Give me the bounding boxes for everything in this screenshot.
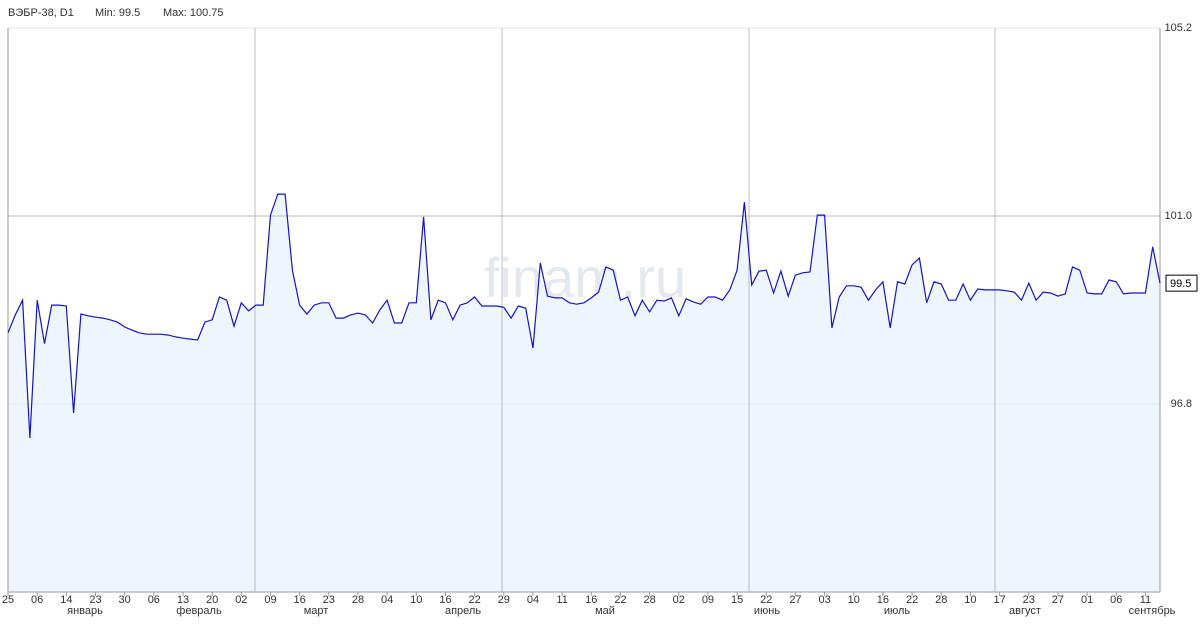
x-tick-label: 22 — [906, 594, 918, 606]
x-tick-label: 09 — [702, 594, 714, 606]
current-value-label: 99.5 — [1170, 278, 1191, 290]
month-label: июнь — [754, 605, 780, 617]
x-tick-label: 06 — [1110, 594, 1122, 606]
x-tick-label: 30 — [119, 594, 131, 606]
x-tick-label: 02 — [673, 594, 685, 606]
watermark: finam.ru — [484, 246, 686, 309]
y-tick-label: 101.0 — [1164, 210, 1192, 222]
x-tick-label: 22 — [469, 594, 481, 606]
x-tick-label: 16 — [585, 594, 597, 606]
x-tick-label: 15 — [731, 594, 743, 606]
x-tick-label: 09 — [264, 594, 276, 606]
x-tick-label: 23 — [1023, 594, 1035, 606]
x-tick-label: 22 — [614, 594, 626, 606]
x-tick-label: 16 — [877, 594, 889, 606]
area — [8, 194, 1160, 592]
x-tick-label: 22 — [760, 594, 772, 606]
month-label: апрель — [445, 605, 481, 617]
x-tick-label: 04 — [527, 594, 539, 606]
month-label: август — [1009, 605, 1041, 617]
x-tick-label: 28 — [643, 594, 655, 606]
x-tick-label: 17 — [993, 594, 1005, 606]
x-tick-label: 28 — [352, 594, 364, 606]
x-tick-label: 10 — [848, 594, 860, 606]
month-label: март — [304, 605, 329, 617]
x-tick-label: 29 — [498, 594, 510, 606]
x-tick-label: 23 — [89, 594, 101, 606]
x-tick-label: 16 — [439, 594, 451, 606]
x-tick-label: 10 — [410, 594, 422, 606]
x-tick-label: 10 — [964, 594, 976, 606]
x-tick-label: 01 — [1081, 594, 1093, 606]
month-label: февраль — [176, 605, 222, 617]
x-tick-label: 23 — [323, 594, 335, 606]
x-tick-label: 11 — [1140, 594, 1151, 606]
price-line — [7, 193, 1161, 439]
x-tick-label: 28 — [935, 594, 947, 606]
min-label: Min: 99.5 — [95, 7, 140, 19]
y-tick-label: 96.8 — [1171, 398, 1192, 410]
y-tick-label: 105.2 — [1164, 22, 1192, 34]
x-tick-label: 20 — [206, 594, 218, 606]
current-value-box — [1165, 274, 1198, 292]
max-label: Max: 100.75 — [163, 7, 224, 19]
x-tick-label: 02 — [235, 594, 247, 606]
x-tick-label: 04 — [381, 594, 393, 606]
chart-title: ВЭБР-38, D1 — [8, 7, 74, 19]
x-tick-label: 16 — [294, 594, 306, 606]
month-label: май — [595, 605, 615, 617]
x-tick-label: 03 — [818, 594, 830, 606]
x-tick-label: 11 — [556, 594, 567, 606]
x-tick-label: 25 — [2, 594, 14, 606]
month-label: июль — [884, 605, 911, 617]
x-tick-label: 06 — [148, 594, 160, 606]
x-tick-label: 14 — [60, 594, 72, 606]
x-tick-label: 06 — [31, 594, 43, 606]
month-label: январь — [67, 605, 103, 617]
month-label: сентябрь — [1129, 605, 1176, 617]
x-tick-label: 27 — [789, 594, 801, 606]
x-tick-label: 13 — [177, 594, 189, 606]
x-tick-label: 27 — [1052, 594, 1064, 606]
